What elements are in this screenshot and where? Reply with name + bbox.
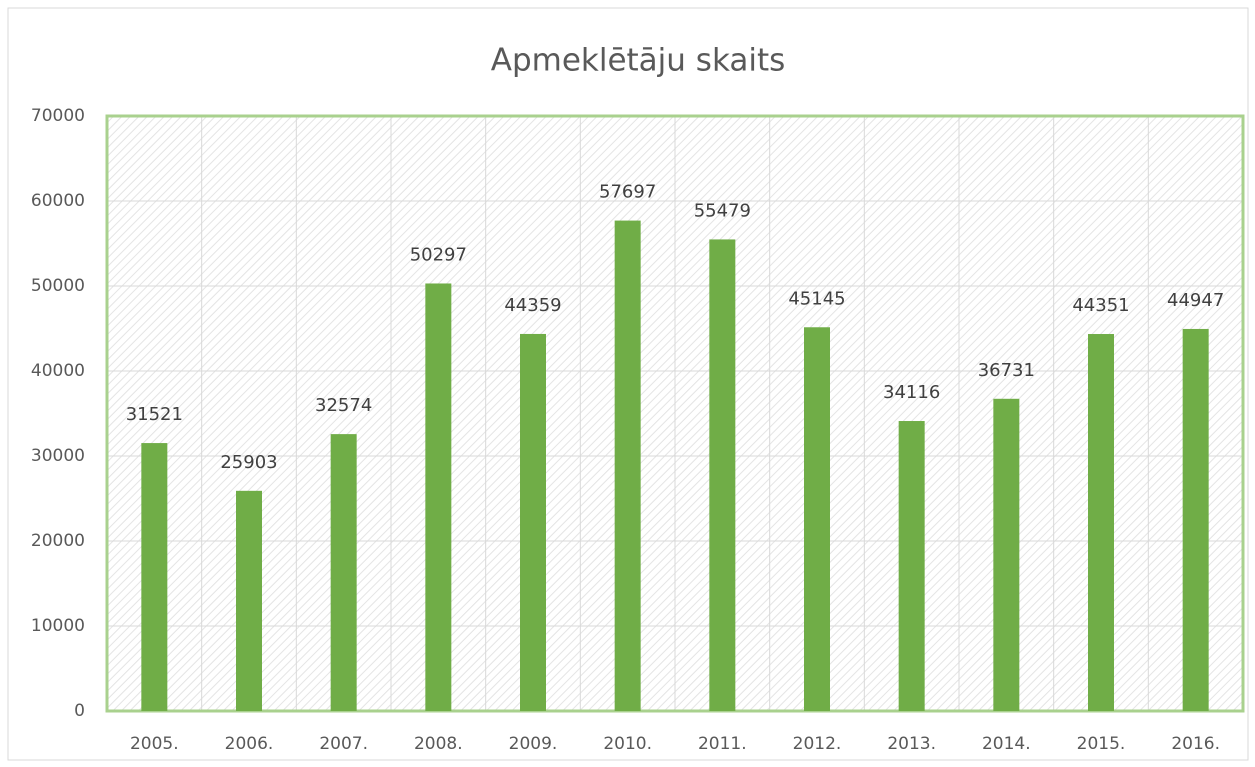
y-tick-label: 20000 [31, 531, 85, 551]
data-label: 44947 [1167, 290, 1224, 311]
bar [804, 327, 830, 711]
bar [709, 239, 736, 711]
chart-title: Apmeklētāju skaits [491, 43, 786, 79]
data-label: 44351 [1072, 295, 1129, 316]
bar [330, 434, 357, 711]
y-tick-label: 10000 [31, 616, 85, 636]
bar [425, 283, 452, 711]
bar [1182, 328, 1209, 711]
y-tick-label: 40000 [31, 361, 85, 381]
bar [614, 220, 641, 711]
x-tick-label: 2014. [982, 734, 1031, 754]
data-label: 44359 [504, 295, 561, 316]
data-label: 31521 [126, 404, 183, 425]
y-tick-label: 30000 [31, 446, 85, 466]
y-tick-label: 50000 [31, 276, 85, 296]
x-tick-label: 2010. [603, 734, 652, 754]
data-label: 50297 [410, 244, 467, 265]
y-tick-label: 60000 [31, 191, 85, 211]
data-label: 55479 [694, 200, 751, 221]
x-tick-label: 2007. [319, 734, 368, 754]
x-tick-label: 2006. [225, 734, 274, 754]
bar [520, 333, 546, 711]
plot-border [105, 114, 1245, 713]
data-label: 32574 [315, 395, 372, 416]
bar [1088, 334, 1114, 711]
bar [993, 398, 1020, 711]
bar [141, 443, 168, 711]
bar [898, 421, 925, 711]
bar [236, 490, 262, 711]
x-tick-label: 2011. [698, 734, 747, 754]
x-tick-label: 2009. [509, 734, 558, 754]
data-label: 36731 [978, 360, 1035, 381]
x-tick-label: 2008. [414, 734, 463, 754]
x-tick-label: 2016. [1171, 734, 1220, 754]
y-tick-label: 70000 [31, 106, 85, 126]
x-tick-label: 2005. [130, 734, 179, 754]
data-label: 34116 [883, 382, 940, 403]
data-label: 57697 [599, 182, 656, 203]
x-tick-label: 2015. [1077, 734, 1126, 754]
x-tick-label: 2013. [887, 734, 936, 754]
data-label: 25903 [220, 452, 277, 473]
y-tick-label: 0 [74, 701, 85, 721]
data-label: 45145 [788, 288, 845, 309]
x-tick-label: 2012. [793, 734, 842, 754]
